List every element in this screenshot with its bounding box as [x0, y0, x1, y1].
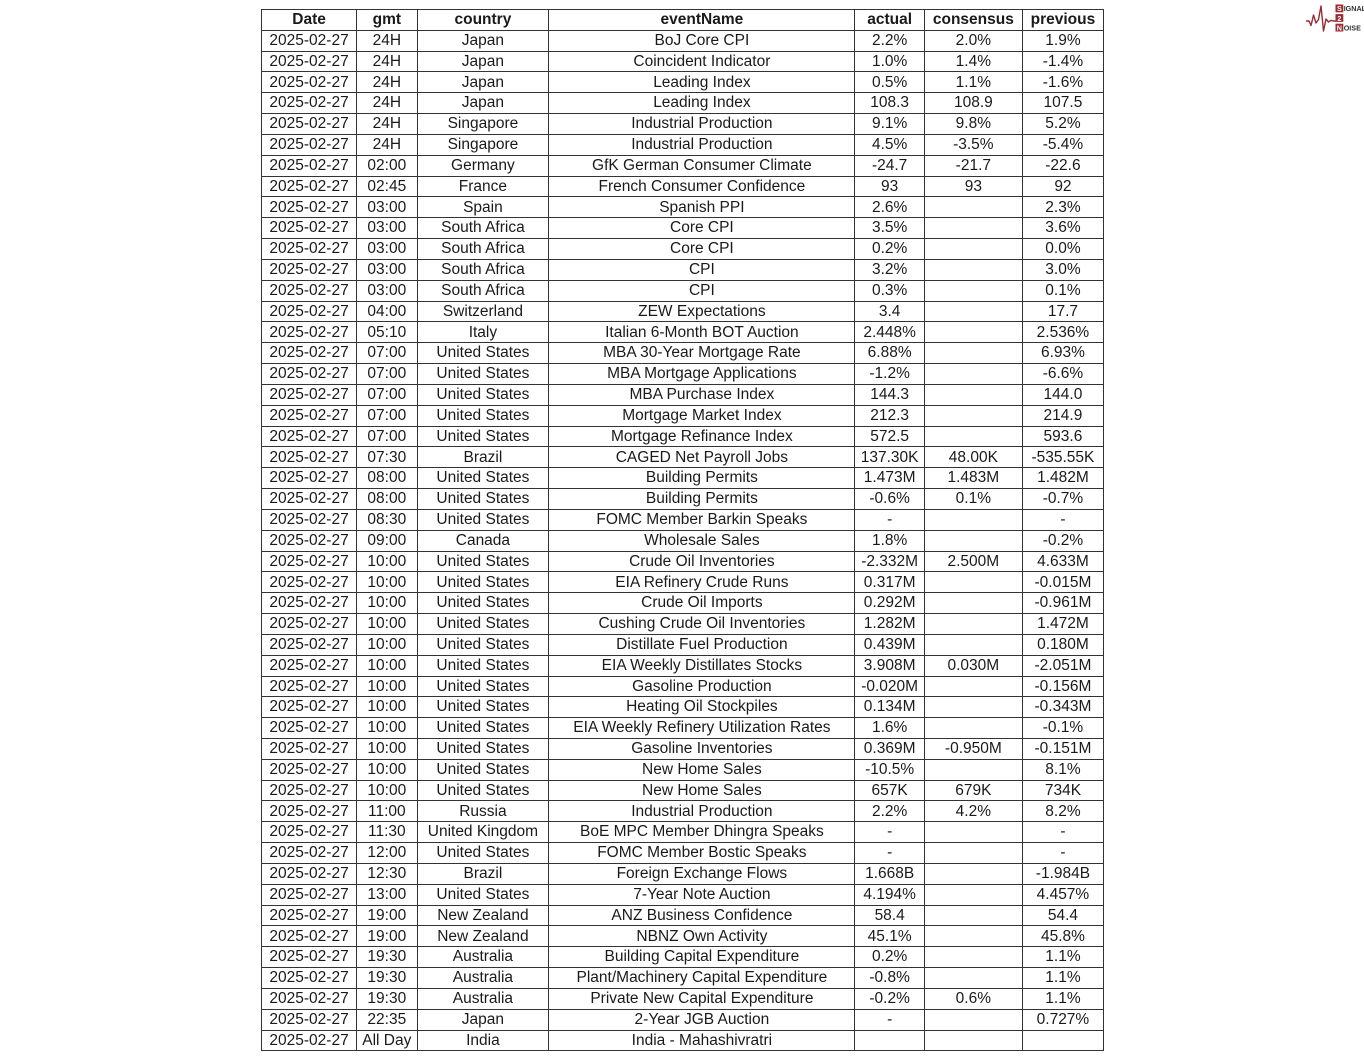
svg-text:IGNAL: IGNAL [1344, 4, 1364, 13]
svg-text:S: S [1337, 4, 1342, 13]
svg-text:N: N [1337, 23, 1342, 32]
svg-text:OISE: OISE [1344, 23, 1361, 32]
svg-text:2: 2 [1337, 14, 1341, 23]
